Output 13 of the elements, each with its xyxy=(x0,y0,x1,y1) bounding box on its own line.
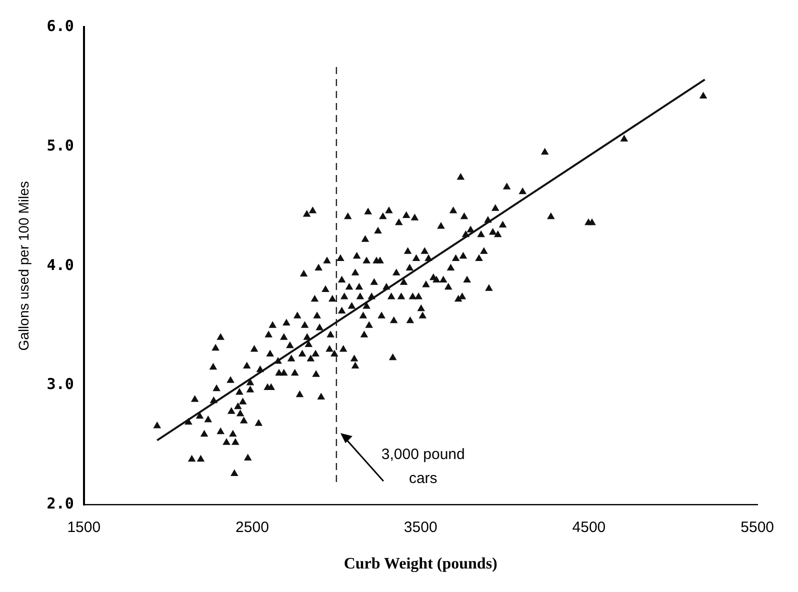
y-tick-label: 4.0 xyxy=(46,256,74,274)
x-tick-label: 4500 xyxy=(572,518,606,536)
y-tick-label: 5.0 xyxy=(46,136,74,154)
y-tick-label: 2.0 xyxy=(46,494,74,513)
annotation: 3,000 pound cars xyxy=(381,446,465,488)
x-tick-label: 2500 xyxy=(236,518,269,536)
y-tick-label: 3.0 xyxy=(46,375,74,394)
x-tick-label: 5500 xyxy=(740,518,774,536)
x-axis-title: Curb Weight (pounds) xyxy=(344,556,498,573)
x-tick-label: 3500 xyxy=(404,518,438,536)
x-tick-label: 1500 xyxy=(67,518,101,536)
y-axis-title: Gallons used per 100 Miles xyxy=(15,181,32,351)
y-tick-label: 6.0 xyxy=(46,16,74,35)
